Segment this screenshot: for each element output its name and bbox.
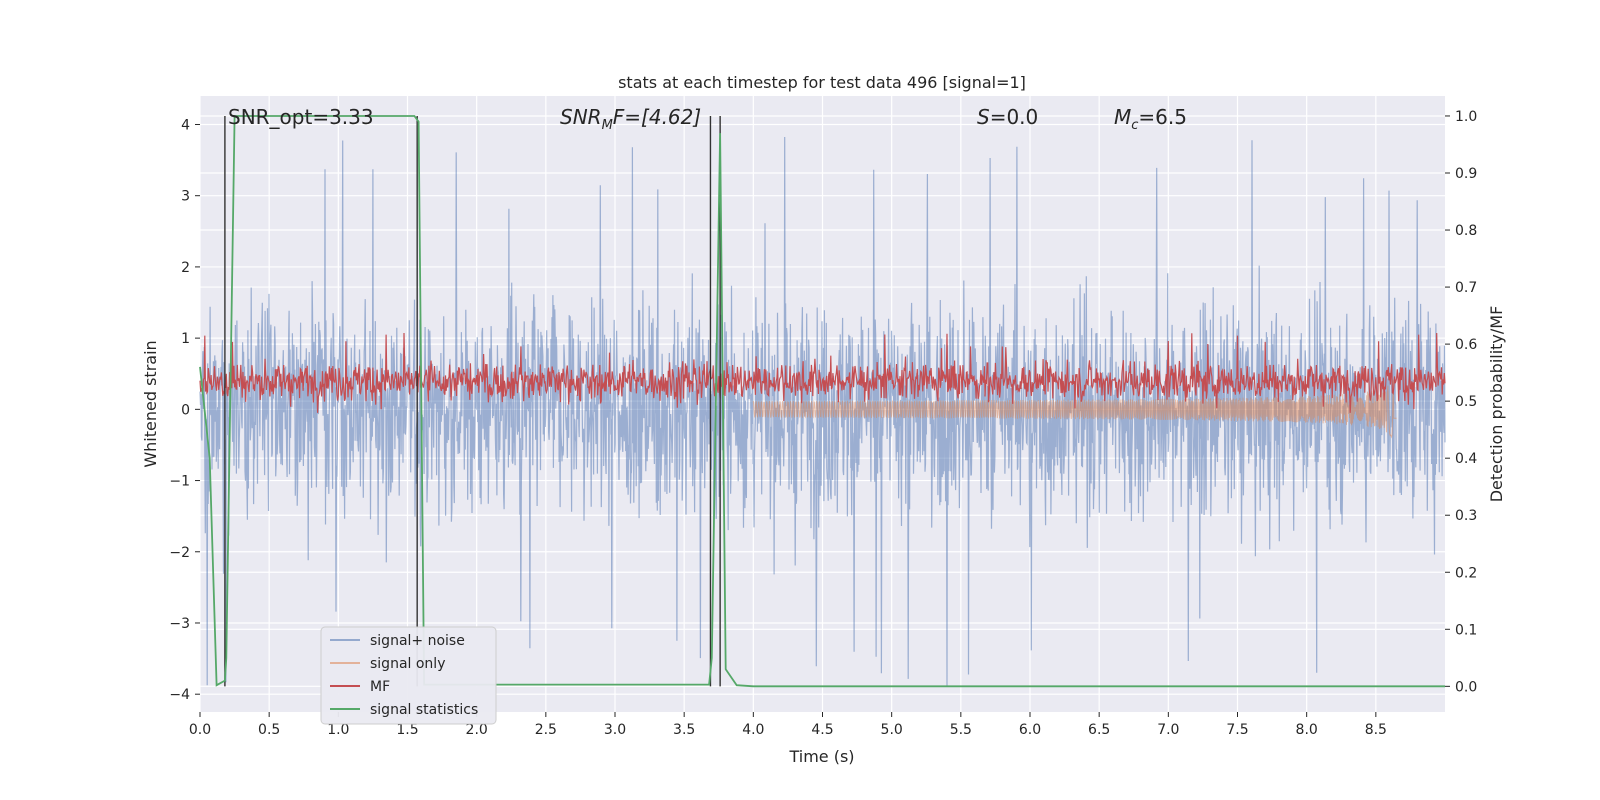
y-tick-label-7: 3 [181,189,190,205]
x-tick-label-2: 1.0 [327,722,349,738]
x-tick-label-7: 3.5 [673,722,695,738]
y-tick-label-6: 2 [181,260,190,276]
annotation-mc: Mc=6.5 [1114,105,1187,133]
annotation-snr-mf: SNRMF=[4.62] [560,105,701,133]
x-tick-label-12: 6.0 [1019,722,1041,738]
x-tick-label-14: 7.0 [1157,722,1179,738]
x-tick-label-3: 1.5 [396,722,418,738]
x-tick-label-11: 5.5 [950,722,972,738]
y2-axis-label: Detection probability/MF [1487,306,1506,503]
x-tick-label-6: 3.0 [604,722,626,738]
x-tick-label-17: 8.5 [1365,722,1387,738]
y2-tick-label-8: 0.8 [1455,223,1477,239]
y2-tick-label-1: 0.1 [1455,622,1477,638]
series-mf [199,332,1446,413]
x-tick-label-13: 6.5 [1088,722,1110,738]
legend-label-signal-noise: signal+ noise [370,633,465,649]
y-tick-label-2: −2 [169,545,190,561]
y2-tick-label-2: 0.2 [1455,565,1477,581]
y-tick-label-1: −3 [169,616,190,632]
y-tick-label-8: 4 [181,117,190,133]
x-tick-label-16: 8.0 [1296,722,1318,738]
series-signal-statistics [199,115,1445,688]
plot-series [199,115,1446,688]
legend: signal+ noise signal only MF signal stat… [320,626,497,725]
y-tick-label-4: 0 [181,402,190,418]
y2-tick-label-0: 0.0 [1455,679,1477,695]
y-tick-label-3: −1 [169,474,190,490]
y2-tick-label-9: 0.9 [1455,166,1477,182]
x-tick-label-5: 2.5 [535,722,557,738]
y2-tick-label-3: 0.3 [1455,508,1477,524]
legend-label-mf: MF [370,679,390,695]
y-tick-label-0: −4 [169,687,190,703]
x-tick-label-1: 0.5 [258,722,280,738]
y-tick-label-5: 1 [181,331,190,347]
x-tick-label-15: 7.5 [1226,722,1248,738]
annotation-s: S=0.0 [977,105,1038,129]
y2-tick-label-6: 0.6 [1455,337,1477,353]
x-tick-label-0: 0.0 [189,722,211,738]
chart-title: stats at each timestep for test data 496… [618,73,1026,92]
x-axis-label: Time (s) [788,747,854,766]
legend-label-signal-statistics: signal statistics [370,702,478,718]
x-tick-label-4: 2.0 [466,722,488,738]
series-signal-noise [199,136,1446,687]
series-signal-only [752,379,1397,439]
annotation-snr-opt: SNR_opt=3.33 [228,105,374,129]
legend-label-signal-only: signal only [370,656,445,672]
y2-tick-label-5: 0.5 [1455,394,1477,410]
legend-box [320,626,497,725]
y2-tick-label-10: 1.0 [1455,109,1477,125]
x-tick-label-9: 4.5 [811,722,833,738]
y2-tick-label-7: 0.7 [1455,280,1477,296]
annotations: SNR_opt=3.33 SNRMF=[4.62] S=0.0 Mc=6.5 [228,105,1187,133]
x-tick-label-8: 4.0 [742,722,764,738]
y2-tick-label-4: 0.4 [1455,451,1477,467]
axes: 0.0 0.5 1.0 1.5 2.0 2.5 3.0 3.5 4.0 4.5 5.0 5.5 6.0 6… [169,109,1477,738]
x-tick-label-10: 5.0 [881,722,903,738]
y-axis-label: Whitened strain [141,340,160,467]
